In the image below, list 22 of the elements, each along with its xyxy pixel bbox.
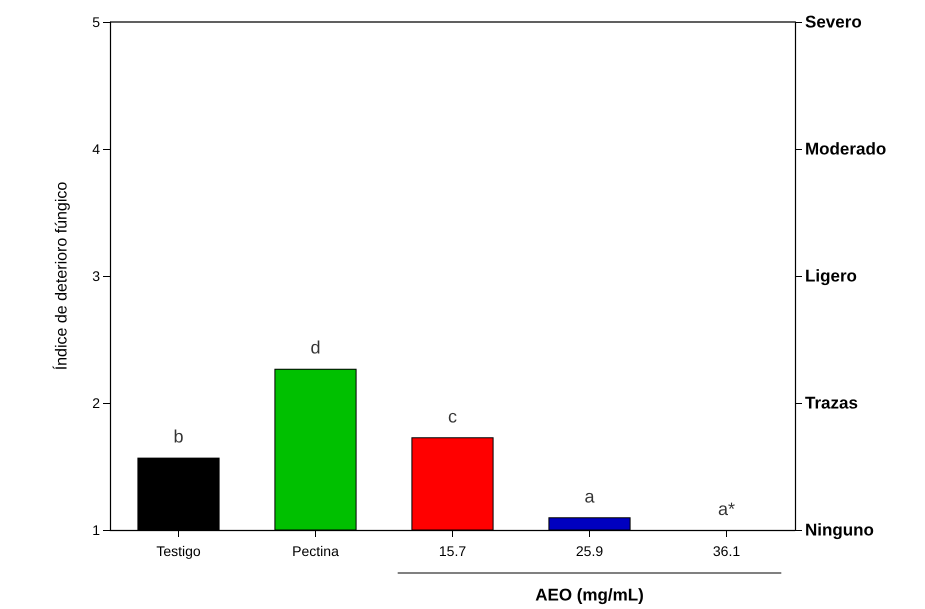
category-label: Trazas bbox=[805, 394, 858, 412]
data-label: c bbox=[448, 406, 457, 426]
data-label: a* bbox=[718, 499, 736, 519]
x-tick-label: Pectina bbox=[292, 543, 340, 559]
y-axis-title: Índice de deterioro fúngico bbox=[52, 182, 70, 370]
y-tick-label: 1 bbox=[92, 522, 100, 538]
data-label: b bbox=[173, 426, 184, 447]
category-label: Ligero bbox=[805, 266, 857, 286]
category-label: Severo bbox=[805, 12, 862, 32]
category-label: Ninguno bbox=[805, 520, 874, 540]
y-tick-label: 4 bbox=[92, 141, 100, 157]
data-label: d bbox=[310, 338, 321, 358]
data-label: a bbox=[584, 486, 596, 506]
x-axis-title: AEO (mg/mL) bbox=[535, 586, 644, 604]
category-label: Moderado bbox=[805, 140, 886, 158]
y-tick-label: 3 bbox=[92, 268, 100, 284]
y-tick-label: 5 bbox=[92, 14, 100, 30]
x-tick-label: 25.9 bbox=[576, 543, 604, 559]
x-tick-label: 36.1 bbox=[712, 543, 740, 559]
y-tick-label: 2 bbox=[92, 395, 100, 411]
x-tick-label: Testigo bbox=[156, 543, 201, 559]
x-tick-label: 15.7 bbox=[438, 543, 466, 559]
